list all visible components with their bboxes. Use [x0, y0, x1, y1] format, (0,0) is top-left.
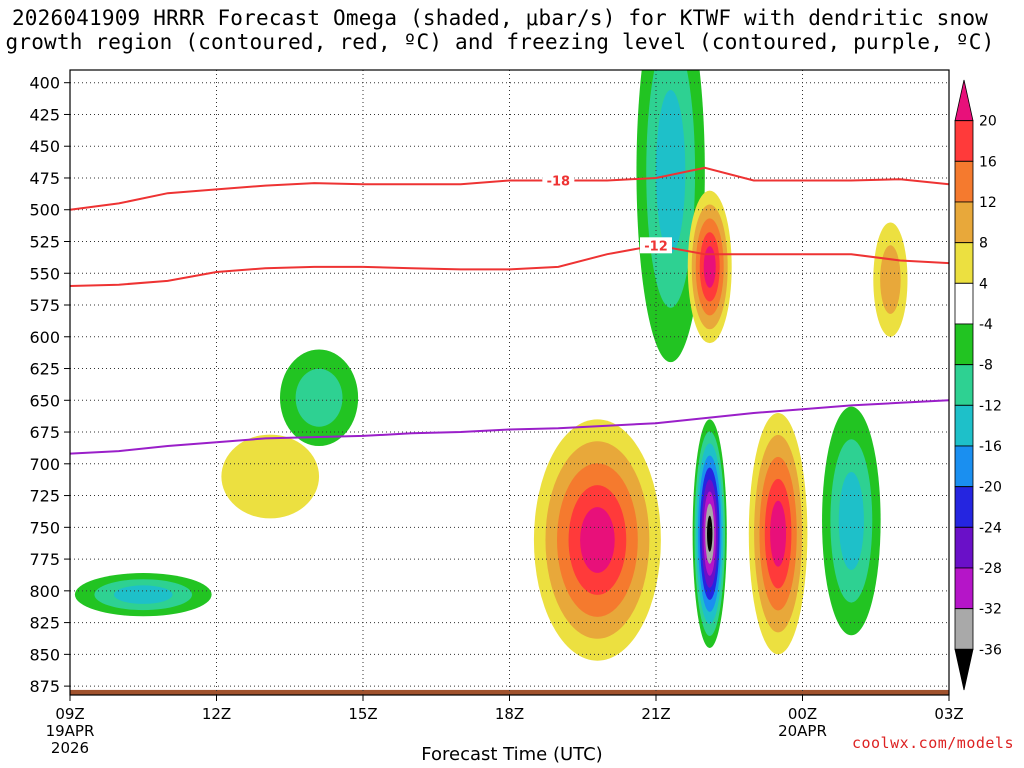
x-tick-label-21Z: 21Z	[641, 705, 670, 723]
colorbar-label-8: 8	[979, 236, 988, 252]
x-tick-label-00Z: 00Z	[788, 705, 817, 723]
isotherm-label-bg--12	[640, 237, 672, 254]
credit-text: coolwx.com/models	[851, 734, 1014, 752]
omega-pink-right-level-4	[770, 500, 787, 567]
grid	[70, 70, 949, 695]
colorbar: 20 16 12 8 4 -4 -8 -12 -16 -20 -24 -28 -32 -36	[954, 79, 1002, 691]
colorbar-bin-11	[954, 526, 974, 569]
y-tick-label-425: 425	[29, 105, 60, 124]
y-tick-label-550: 550	[29, 264, 60, 283]
x-tick-label-18Z: 18Z	[495, 705, 524, 723]
y-tick-label-850: 850	[29, 645, 60, 664]
y-tick-label-825: 825	[29, 614, 60, 633]
colorbar-label--36: -36	[979, 642, 1002, 658]
colorbar-bin-14	[954, 648, 974, 691]
colorbar-label-16: 16	[979, 154, 997, 170]
colorbar-label-4: 4	[979, 276, 988, 292]
omega-black-core-level-8	[707, 515, 713, 552]
y-tick-label-450: 450	[29, 137, 60, 156]
title-line-1: 2026041909 HRRR Forecast Omega (shaded, …	[11, 6, 989, 30]
omega-yellow-upper-level-4	[703, 246, 716, 288]
ground-strip	[70, 689, 949, 695]
colorbar-bin-13	[954, 608, 974, 650]
colorbar-bin-5	[954, 282, 974, 325]
colorbar-bin-10	[954, 486, 974, 528]
colorbar-bin-1	[954, 120, 974, 162]
axes: 400 425 450 475 500 525 550 575 600 625 650 675 700 7…	[29, 69, 964, 757]
colorbar-bin-8	[954, 404, 974, 447]
isotherm-line--18	[69, 166, 950, 211]
y-tick-label-525: 525	[29, 232, 60, 251]
omega-shading	[70, 70, 949, 695]
colorbar-label--24: -24	[979, 520, 1002, 536]
colorbar-bin-12	[954, 567, 974, 610]
colorbar-label--12: -12	[979, 398, 1002, 414]
y-tick-label-475: 475	[29, 169, 60, 188]
omega-tc-neg-2-level-2	[113, 585, 173, 604]
y-tick-label-725: 725	[29, 487, 60, 506]
title-line-2: growth region (contoured, red, ºC) and f…	[5, 30, 995, 54]
colorbar-bin-0	[954, 79, 974, 122]
isotherm-label-bg--18	[542, 172, 575, 189]
colorbar-bin-3	[954, 201, 974, 244]
isotherm-label--18: -18	[547, 175, 571, 190]
x-axis-label: Forecast Time (UTC)	[421, 744, 603, 765]
y-tick-label-675: 675	[29, 423, 60, 442]
y-tick-label-775: 775	[29, 550, 60, 569]
colorbar-bin-9	[954, 445, 974, 488]
omega-green-rise-level-2	[656, 89, 686, 254]
y-tick-label-750: 750	[29, 518, 60, 537]
freezing-level-line	[69, 399, 950, 455]
omega-yellow-right-level-1	[880, 245, 901, 314]
colorbar-label--28: -28	[979, 561, 1002, 577]
x-tick-label-09Z: 09Z	[55, 705, 84, 723]
colorbar-label--20: -20	[979, 480, 1002, 496]
colorbar-label-20: 20	[979, 114, 997, 130]
y-tick-label-600: 600	[29, 328, 60, 347]
chart-title: 2026041909 HRRR Forecast Omega (shaded, …	[0, 6, 1000, 54]
colorbar-bin-4	[954, 242, 974, 284]
isotherm-line--12	[69, 244, 950, 287]
omega-tc-pos-1-level-0	[221, 434, 320, 519]
y-tick-label-400: 400	[29, 74, 60, 93]
contour-lines: -18 -12	[69, 166, 950, 455]
y-tick-label-700: 700	[29, 455, 60, 474]
x-tick-year-09Z: 2026	[51, 739, 89, 757]
colorbar-label--4: -4	[979, 317, 993, 333]
y-tick-label-625: 625	[29, 360, 60, 379]
isotherm-label--12: -12	[644, 239, 668, 254]
colorbar-label--8: -8	[979, 358, 993, 374]
y-tick-label-500: 500	[29, 201, 60, 220]
y-tick-label-650: 650	[29, 391, 60, 410]
y-tick-label-575: 575	[29, 296, 60, 315]
x-tick-date-00Z: 20APR	[778, 722, 827, 740]
colorbar-bin-6	[954, 323, 974, 366]
omega-green-right-level-2	[838, 471, 864, 570]
x-tick-date-09Z: 19APR	[46, 722, 95, 740]
y-tick-label-875: 875	[29, 677, 60, 696]
x-tick-label-12Z: 12Z	[202, 705, 231, 723]
x-tick-label-15Z: 15Z	[348, 705, 377, 723]
colorbar-label--16: -16	[979, 439, 1002, 455]
colorbar-bin-2	[954, 160, 974, 203]
colorbar-bin-7	[954, 364, 974, 406]
omega-yellow-main-level-4	[580, 507, 615, 573]
colorbar-label--32: -32	[979, 602, 1002, 618]
x-tick-label-03Z: 03Z	[934, 705, 963, 723]
y-tick-label-800: 800	[29, 582, 60, 601]
colorbar-label-12: 12	[979, 195, 997, 211]
omega-tc-neg-1-level-1	[295, 368, 343, 427]
